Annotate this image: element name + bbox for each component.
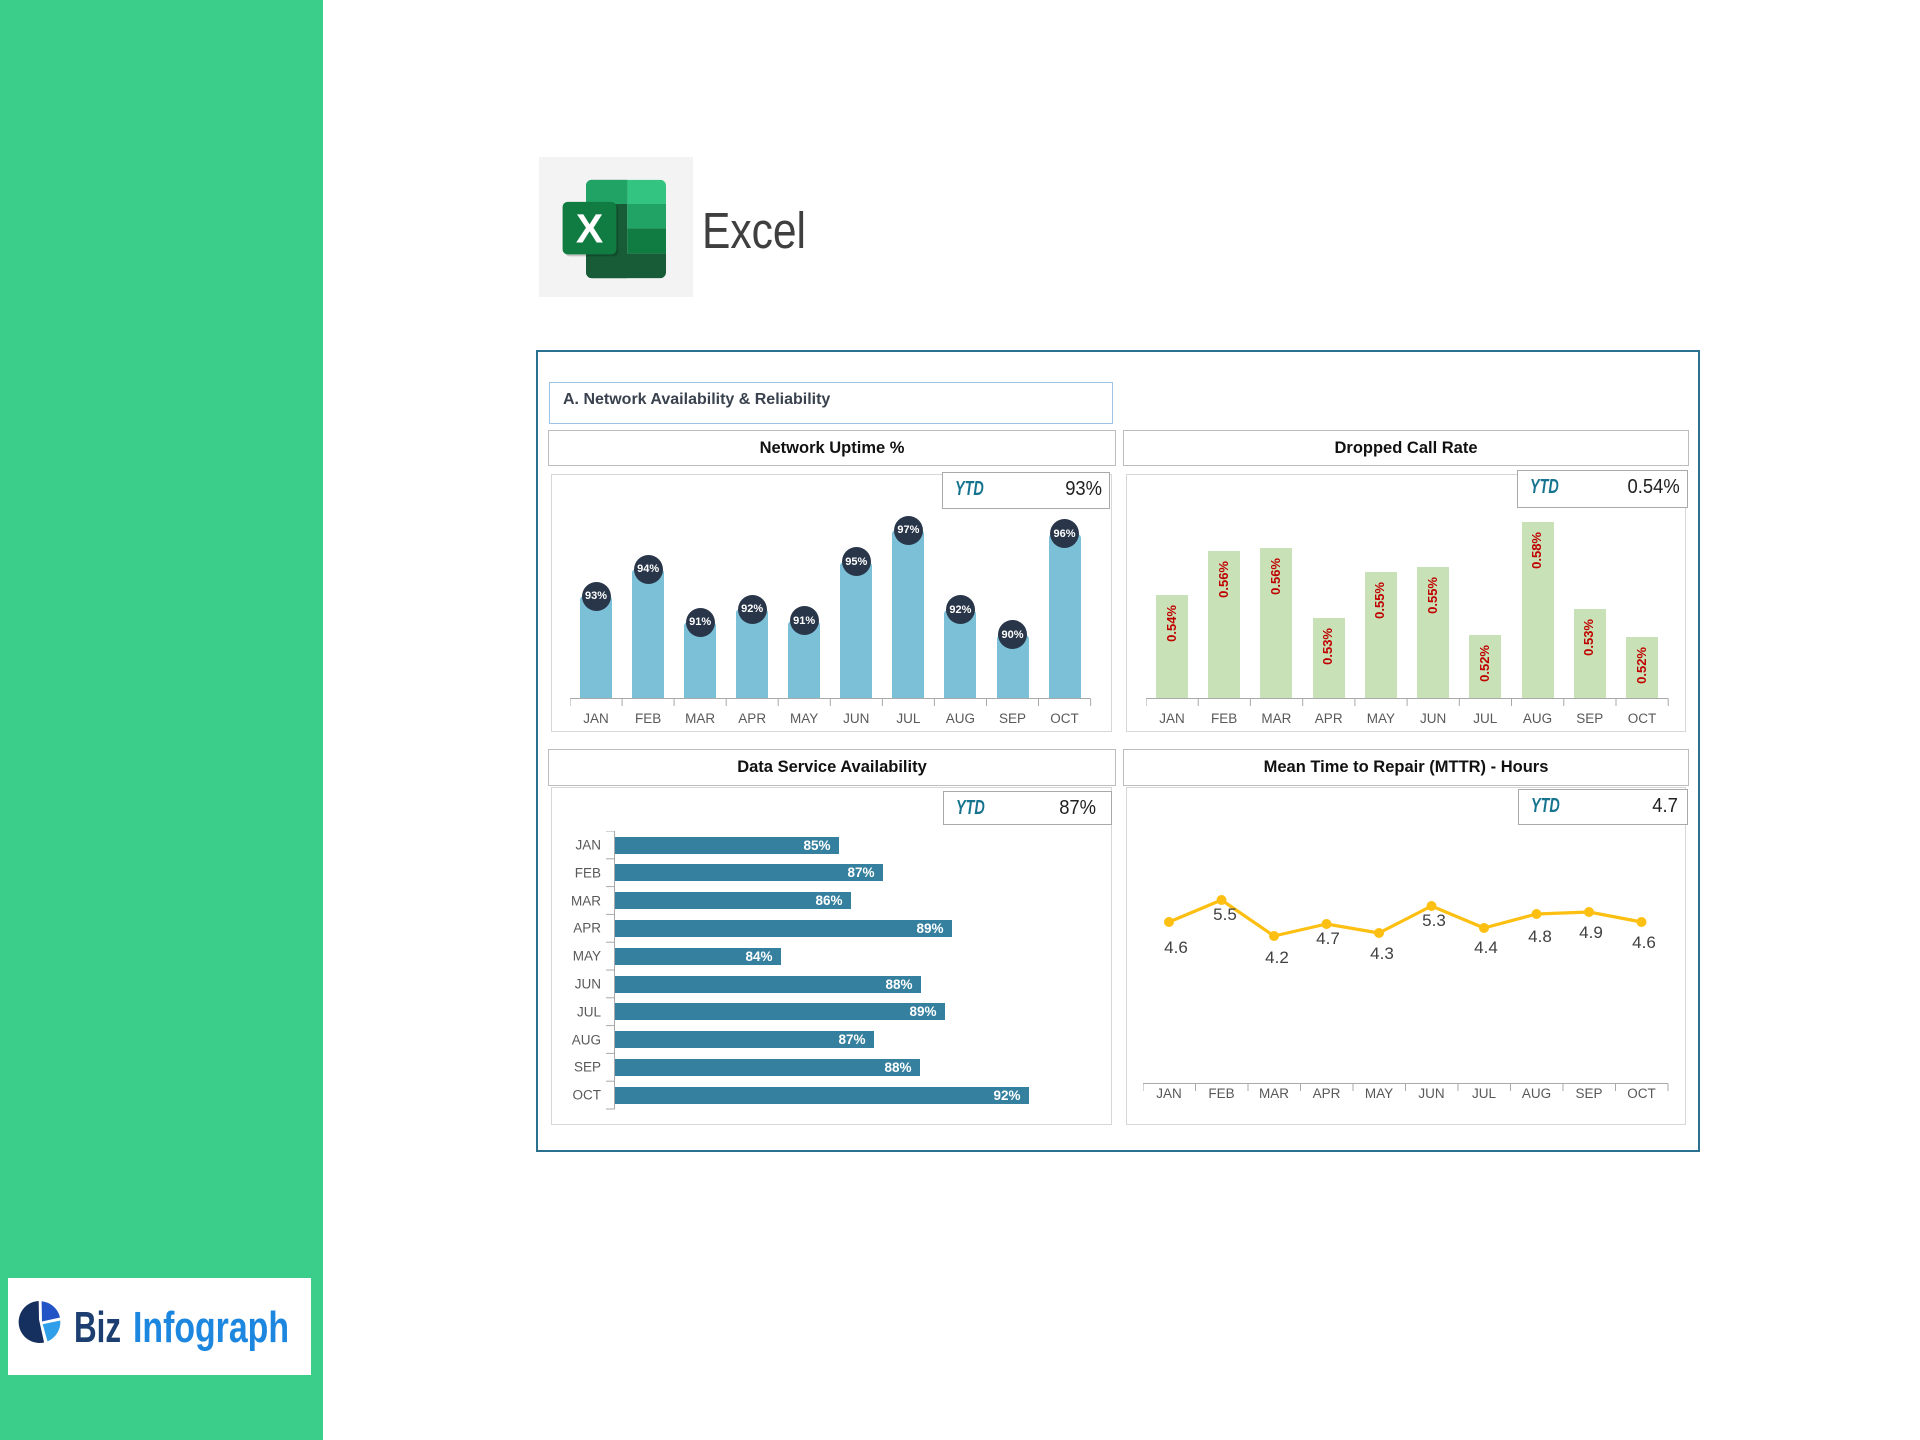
svg-text:Infograph: Infograph bbox=[133, 1303, 289, 1352]
svg-text:Biz: Biz bbox=[74, 1303, 121, 1352]
svg-text:Excel: Excel bbox=[702, 202, 806, 259]
svg-text:X: X bbox=[576, 206, 603, 252]
